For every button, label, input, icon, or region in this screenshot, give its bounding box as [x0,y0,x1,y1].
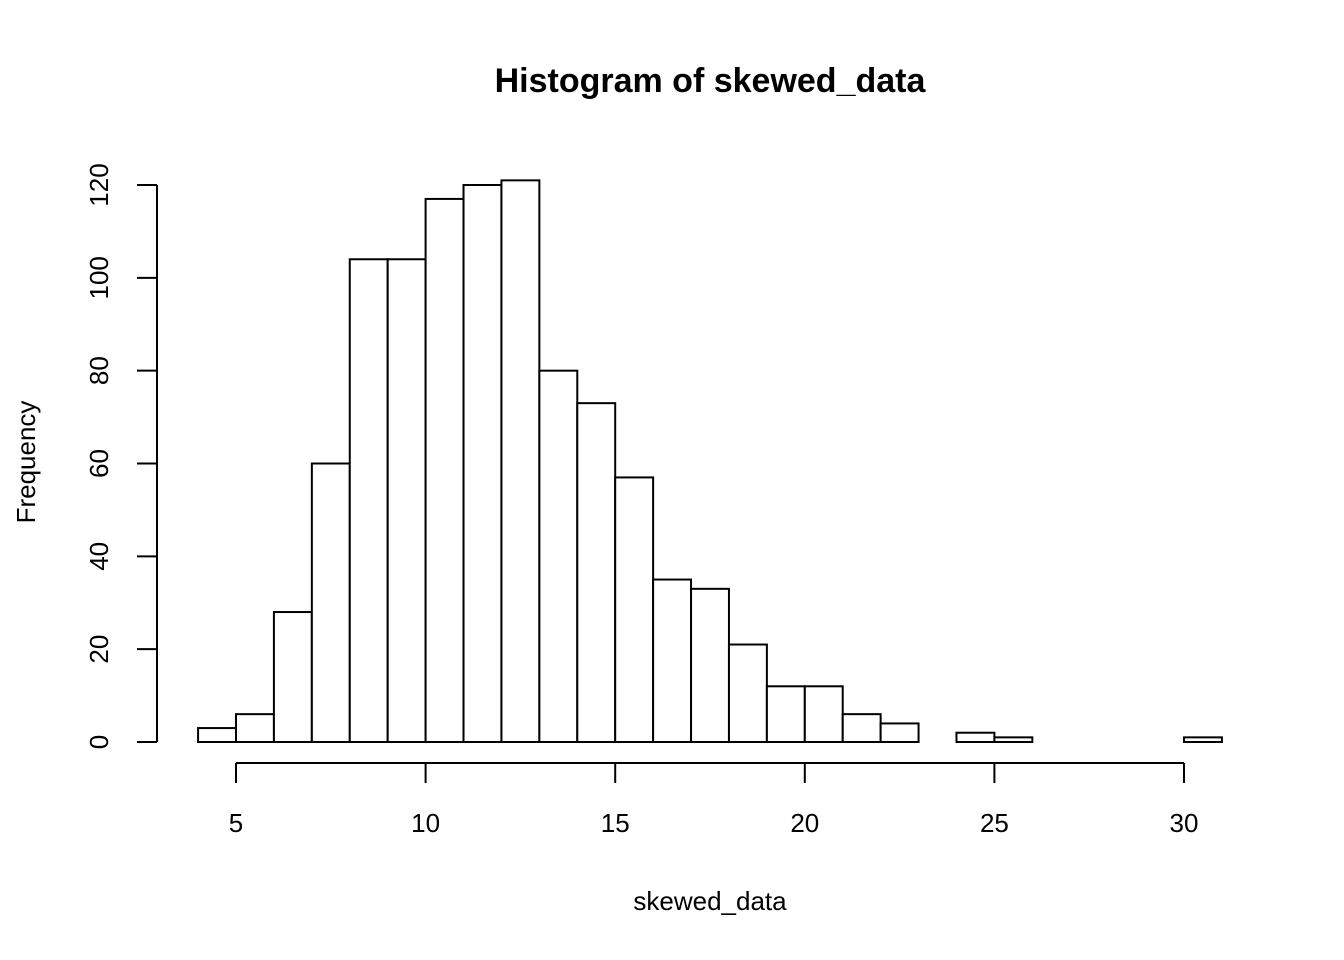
histogram-bar [879,722,920,744]
histogram-bar [235,713,275,744]
chart-title: Histogram of skewed_data [495,62,927,100]
histogram-bar [614,476,655,743]
histogram-bar [1183,736,1223,744]
histogram-bar [955,731,996,744]
y-tick-label: 100 [84,256,114,299]
x-tick-label: 15 [601,808,630,838]
y-axis: 0 20 40 60 80 100 120 [84,163,158,749]
x-axis: 5 10 15 20 25 30 [229,762,1199,838]
histogram-bar [386,258,427,743]
x-axis-label: skewed_data [633,886,787,916]
histogram-bar [424,197,465,744]
x-tick-label: 20 [790,808,819,838]
x-tick-label: 5 [229,808,243,838]
histogram-bar [348,258,389,743]
histogram-bar [993,736,1034,744]
histogram-bar [462,184,503,743]
y-tick-label: 120 [84,163,114,206]
histogram-bar [690,587,730,744]
histogram-bar [538,369,579,743]
histogram-bar [500,179,541,743]
histogram-bar [727,643,768,744]
y-axis-label: Frequency [11,401,41,524]
x-tick-label: 25 [980,808,1009,838]
histogram-bar [841,713,882,744]
histogram-bar [310,462,351,743]
histogram-bar [803,685,844,743]
y-tick-label: 80 [84,356,114,385]
y-tick-label: 40 [84,542,114,571]
x-tick-label: 10 [411,808,440,838]
histogram-bar [652,578,693,744]
histogram-bar [197,727,237,744]
histogram-bar [272,611,313,743]
x-tick-label: 30 [1170,808,1199,838]
histogram-bar [576,402,617,743]
y-tick-label: 60 [84,449,114,478]
bars-group [197,179,1223,744]
histogram-bar [765,685,806,743]
y-tick-label: 0 [84,735,114,749]
y-tick-label: 20 [84,635,114,664]
